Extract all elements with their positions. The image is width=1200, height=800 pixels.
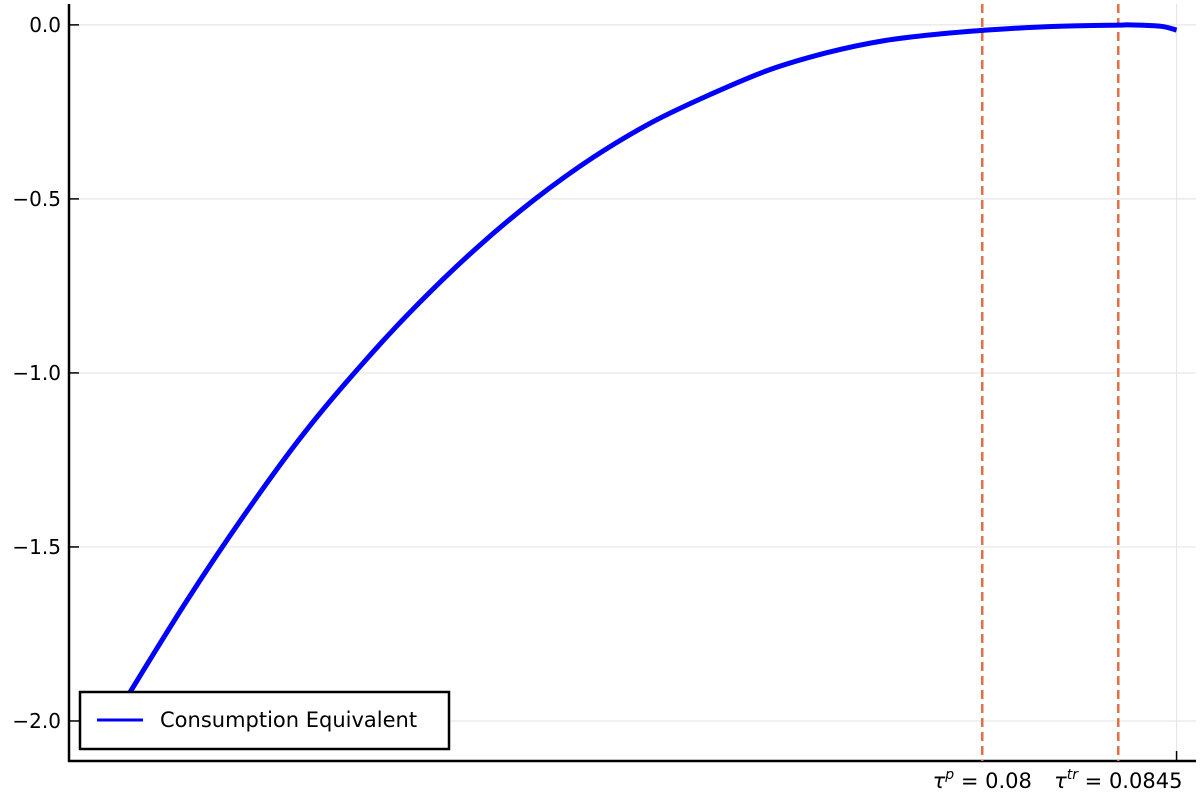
y-tick-label: −1.5 xyxy=(12,535,61,559)
y-ticks: 0.0 −0.5 −1.0 −1.5 −2.0 xyxy=(12,13,79,733)
series-line xyxy=(125,22,1178,698)
series-lines xyxy=(125,22,1178,698)
vertical-reference-lines: τp = 0.08 τtr = 0.0845 xyxy=(933,4,1182,793)
y-tick-label: −1.0 xyxy=(12,361,61,385)
y-tick-label: −0.5 xyxy=(12,187,61,211)
legend-label: Consumption Equivalent xyxy=(160,708,417,732)
reference-line-label: τtr = 0.0845 xyxy=(1054,767,1182,793)
axes xyxy=(67,4,1196,763)
y-tick-label: 0.0 xyxy=(29,13,61,37)
reference-line-label: τp = 0.08 xyxy=(933,767,1032,793)
y-tick-label: −2.0 xyxy=(12,709,61,733)
legend: Consumption Equivalent xyxy=(78,690,451,751)
grid-lines xyxy=(69,4,1196,761)
